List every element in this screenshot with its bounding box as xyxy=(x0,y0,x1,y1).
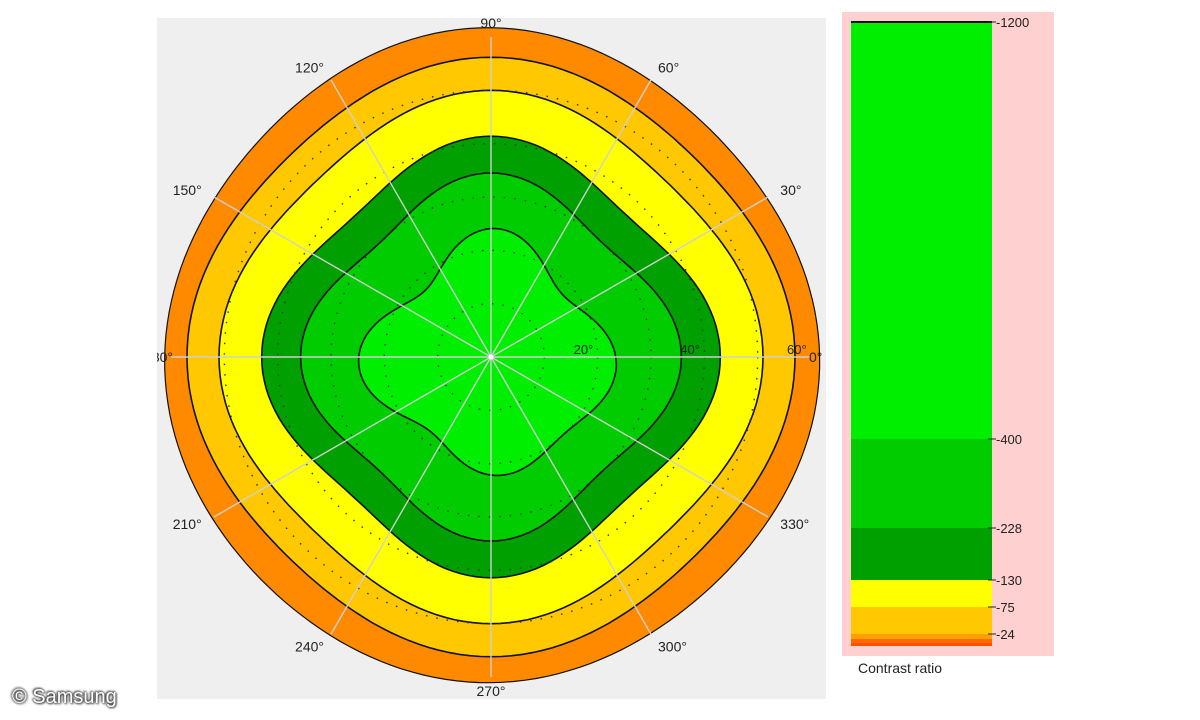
angle-label-180: 180° xyxy=(157,349,173,365)
radial-tick-label: 40° xyxy=(680,342,700,357)
spoke-120 xyxy=(330,79,492,358)
colorbar-band-75 xyxy=(851,580,992,607)
colorbar-legend: -1200 -400 -228 -130 -75 -24 xyxy=(842,12,1054,656)
angle-label-30: 30° xyxy=(780,182,801,198)
colorbar-band-strip xyxy=(851,634,992,639)
spoke-300 xyxy=(490,356,652,635)
spoke-330 xyxy=(490,356,769,518)
colorbar-tick-label: -1200 xyxy=(996,15,1029,30)
angle-label-60: 60° xyxy=(658,60,679,76)
colorbar-band-228 xyxy=(851,439,992,528)
angle-label-270: 270° xyxy=(477,683,506,699)
spoke-210 xyxy=(213,356,492,518)
colorbar-tick-label: -75 xyxy=(996,600,1015,615)
angle-label-120: 120° xyxy=(295,60,324,76)
center-point xyxy=(488,354,494,360)
spoke-60 xyxy=(490,79,652,358)
colorbar-tick-label: -130 xyxy=(996,573,1022,588)
colorbar: -1200 -400 -228 -130 -75 -24 xyxy=(851,15,1029,646)
angle-label-210: 210° xyxy=(173,516,202,532)
colorbar-band-24 xyxy=(851,607,992,634)
colorbar-band-400 xyxy=(851,22,992,439)
spoke-240 xyxy=(330,356,492,635)
polar-contour-chart: 20° 40° 60° 90° 60° 30° 0° 330° 300° 270° 240° 210°… xyxy=(157,18,822,699)
colorbar-band-130 xyxy=(851,528,992,580)
colorbar-band-strip xyxy=(851,639,992,643)
spoke-150 xyxy=(213,196,492,358)
radial-tick-label: 60° xyxy=(787,342,807,357)
angle-label-0: 0° xyxy=(809,349,822,365)
radial-tick-label: 20° xyxy=(574,342,594,357)
polar-plot-panel: 20° 40° 60° 90° 60° 30° 0° 330° 300° 270° 240° 210°… xyxy=(157,18,826,699)
angle-label-240: 240° xyxy=(295,638,324,654)
angle-label-330: 330° xyxy=(780,516,809,532)
spoke-30 xyxy=(490,196,769,358)
colorbar-tick-label: -228 xyxy=(996,521,1022,536)
legend-title: Contrast ratio xyxy=(858,660,943,676)
colorbar-tick-label: -400 xyxy=(996,432,1022,447)
colorbar-tick-label: -24 xyxy=(996,627,1015,642)
angle-label-90: 90° xyxy=(480,18,501,31)
angle-label-300: 300° xyxy=(658,638,687,654)
copyright-watermark: © Samsung xyxy=(12,686,117,708)
angle-label-150: 150° xyxy=(173,182,202,198)
